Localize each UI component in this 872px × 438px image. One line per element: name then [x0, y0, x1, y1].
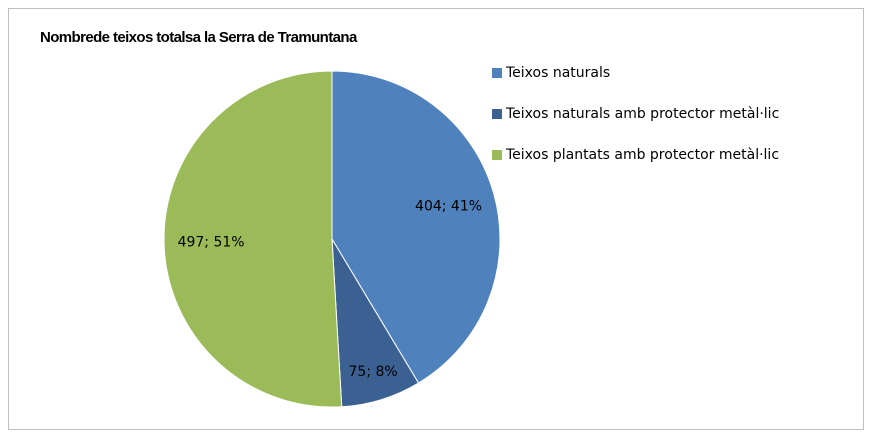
legend-swatch: [492, 150, 502, 160]
chart-title: Nombrede teixos totalsa la Serra de Tram…: [40, 29, 358, 46]
legend-swatch: [492, 109, 502, 119]
pie-slice: [163, 70, 343, 408]
legend-label: Teixos plantats amb protector metàl·lic: [505, 147, 779, 163]
data-label: 75; 8%: [349, 364, 398, 380]
pie-slice: [331, 70, 501, 384]
data-label: 497; 51%: [178, 235, 245, 251]
data-label: 404; 41%: [415, 199, 482, 215]
legend-label: Teixos naturals amb protector metàl·lic: [505, 106, 779, 122]
legend-label: Teixos naturals: [505, 65, 610, 81]
legend-swatch: [492, 68, 502, 78]
